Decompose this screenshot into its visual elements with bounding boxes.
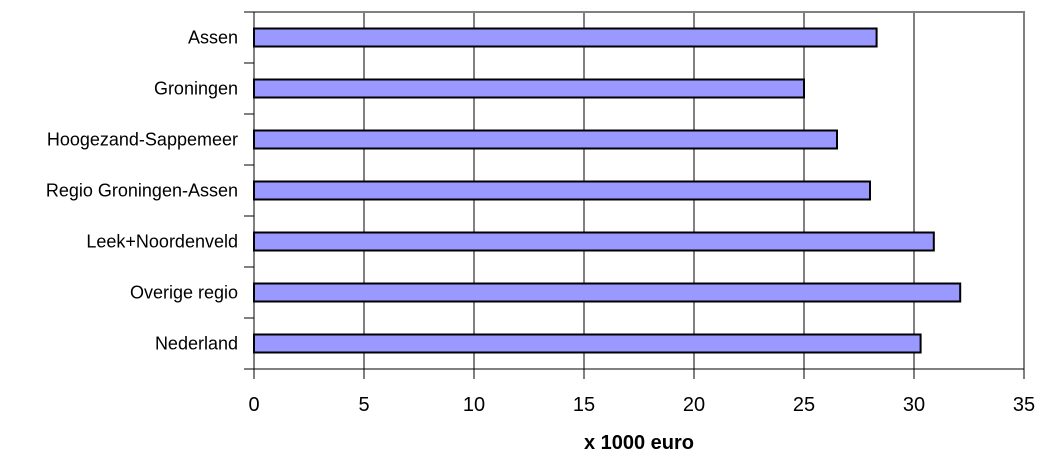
bar-3	[254, 182, 870, 200]
category-label-3: Regio Groningen-Assen	[46, 181, 238, 201]
category-label-0: Assen	[188, 28, 238, 48]
x-tick-label-20: 20	[683, 394, 705, 416]
x-tick-label-35: 35	[1013, 394, 1035, 416]
bar-6	[254, 335, 921, 353]
x-tick-label-30: 30	[903, 394, 925, 416]
x-tick-label-25: 25	[793, 394, 815, 416]
bar-1	[254, 80, 804, 98]
bar-5	[254, 284, 960, 302]
x-tick-label-0: 0	[248, 394, 259, 416]
category-label-1: Groningen	[154, 79, 238, 99]
bars	[254, 29, 960, 353]
bar-4	[254, 233, 934, 251]
x-tick-label-15: 15	[573, 394, 595, 416]
category-label-2: Hoogezand-Sappemeer	[47, 130, 238, 150]
x-tick-label-10: 10	[463, 394, 485, 416]
category-label-4: Leek+Noordenveld	[86, 232, 238, 252]
category-label-6: Nederland	[155, 334, 238, 354]
bar-0	[254, 29, 877, 47]
x-tick-label-5: 5	[358, 394, 369, 416]
x-axis-title: x 1000 euro	[584, 432, 694, 454]
bar-2	[254, 131, 837, 149]
category-label-5: Overige regio	[130, 283, 238, 303]
